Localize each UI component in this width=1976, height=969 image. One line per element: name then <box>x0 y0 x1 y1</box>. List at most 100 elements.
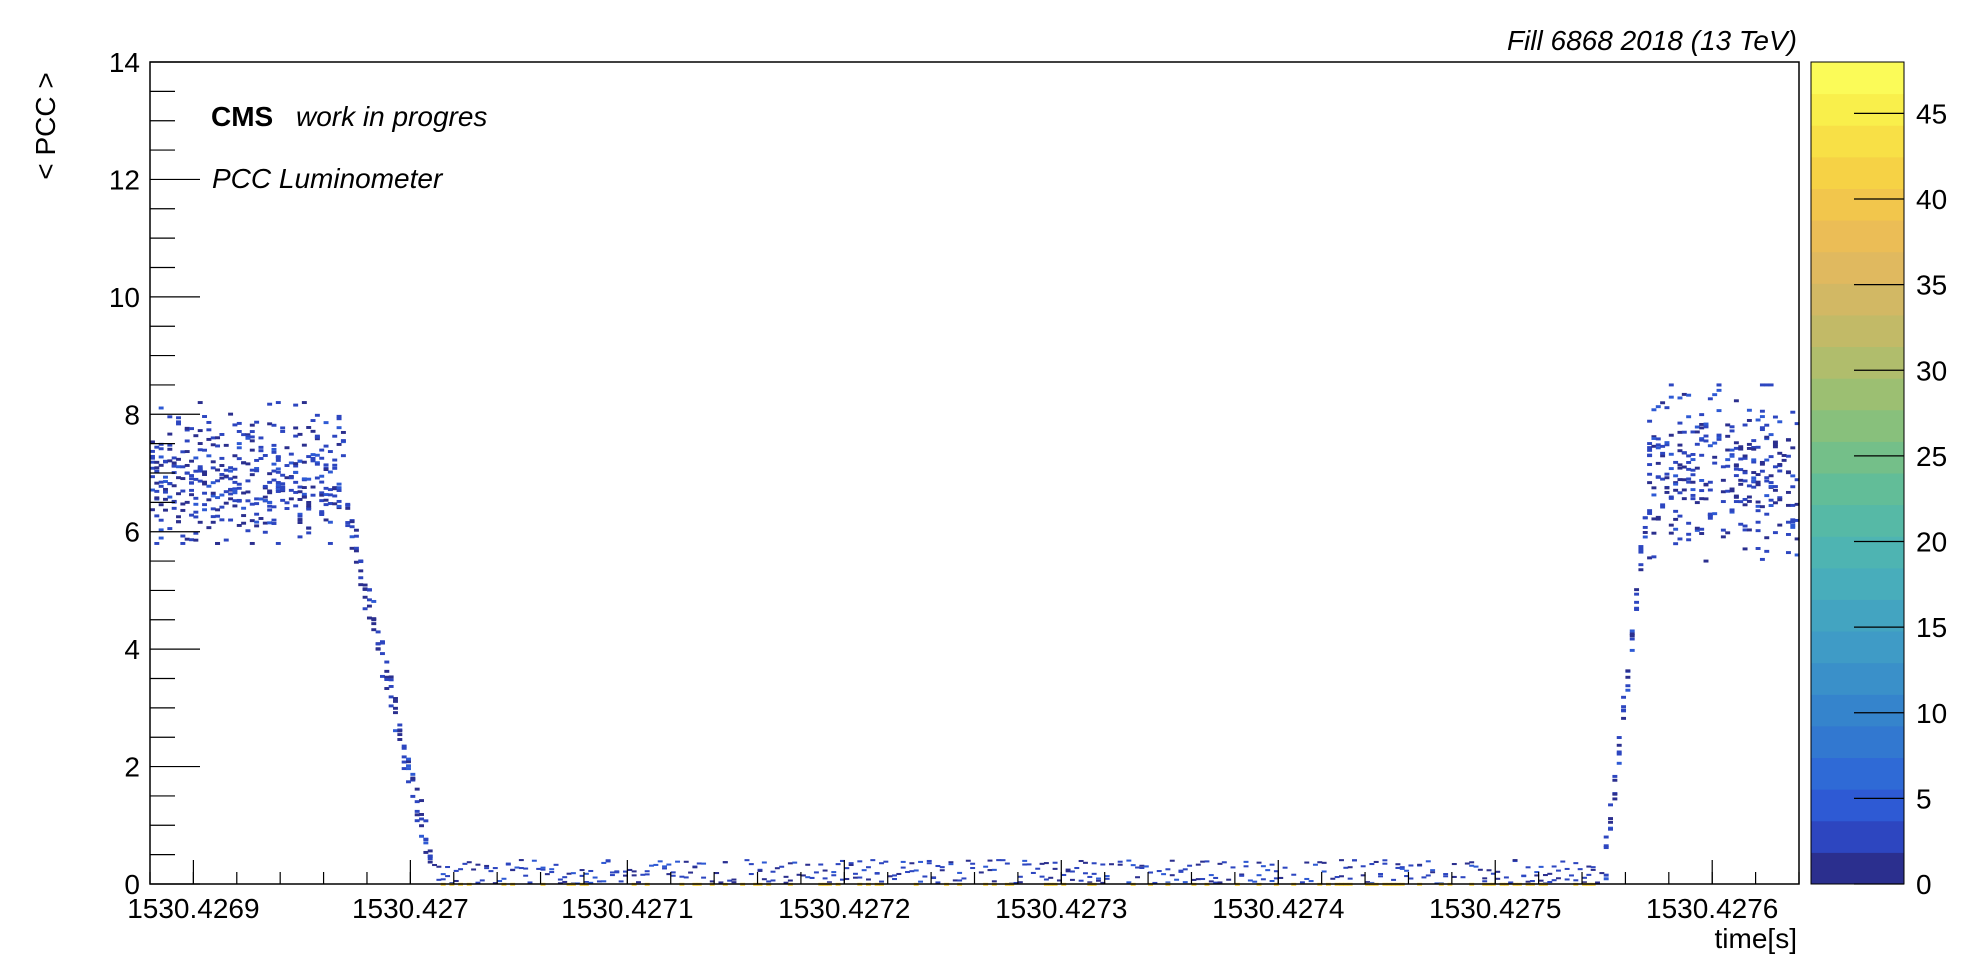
heatmap-cell <box>436 865 442 868</box>
heatmap-cell <box>297 518 303 521</box>
heatmap-cell <box>189 513 194 517</box>
heatmap-cell <box>1382 862 1388 865</box>
heatmap-cell <box>1716 388 1722 392</box>
heatmap-cell <box>1069 870 1075 873</box>
heatmap-cell <box>562 876 568 879</box>
heatmap-cell <box>275 481 281 484</box>
heatmap-cell <box>158 463 164 467</box>
heatmap-cell <box>1317 861 1323 864</box>
heatmap-cell <box>176 520 181 524</box>
heatmap-cell <box>184 450 190 454</box>
heatmap-cell <box>1790 520 1796 524</box>
heatmap-cell <box>1699 437 1705 441</box>
heatmap-cell <box>332 434 338 438</box>
heatmap-cell <box>453 869 459 872</box>
heatmap-cell <box>232 499 238 503</box>
heatmap-cell <box>1651 437 1657 440</box>
heatmap-cell <box>228 412 234 416</box>
heatmap-cell <box>1738 457 1744 461</box>
heatmap-cell <box>1612 778 1618 782</box>
heatmap-cell <box>288 461 294 465</box>
heatmap-cell <box>310 453 316 457</box>
heatmap-cell <box>1347 877 1353 880</box>
heatmap-cell <box>1768 484 1774 488</box>
heatmap-cell <box>1759 409 1765 413</box>
heatmap-cell <box>184 428 190 432</box>
heatmap-cell <box>1729 487 1735 491</box>
heatmap-cell <box>1451 875 1457 878</box>
heatmap-cell <box>254 458 260 462</box>
heatmap-cell <box>232 491 238 495</box>
heatmap-cell <box>1751 460 1757 464</box>
heatmap-cell <box>180 534 186 538</box>
heatmap-cell <box>158 528 164 532</box>
heatmap-cell <box>323 518 329 522</box>
heatmap-cell <box>336 442 342 446</box>
heatmap-cell <box>202 415 208 418</box>
heatmap-cell <box>1339 859 1344 862</box>
heatmap-cell <box>306 507 312 511</box>
heatmap-cell <box>1104 875 1110 878</box>
heatmap-cell <box>158 503 164 507</box>
heatmap-cell <box>171 464 177 468</box>
heatmap-cell <box>249 473 255 477</box>
heatmap-cell <box>249 435 255 439</box>
heatmap-cell <box>874 872 880 875</box>
heatmap-cell <box>1629 648 1635 652</box>
heatmap-cell <box>1681 478 1687 482</box>
heatmap-cell <box>406 764 411 768</box>
heatmap-cell <box>271 522 277 525</box>
colorbar-band <box>1811 409 1904 442</box>
heatmap-cell <box>163 490 168 494</box>
heatmap-cell <box>1638 550 1644 554</box>
heatmap-cell <box>1642 525 1648 529</box>
heatmap-cell <box>271 462 277 466</box>
heatmap-cell <box>627 868 633 871</box>
heatmap-cell <box>957 879 963 882</box>
heatmap-cell <box>952 879 958 882</box>
heatmap-cell <box>1378 872 1384 876</box>
heatmap-cell <box>284 507 290 510</box>
heatmap-cell <box>1538 879 1544 882</box>
heatmap-cell <box>1087 881 1093 884</box>
heatmap-cell <box>1078 879 1084 882</box>
heatmap-cell <box>1738 500 1744 504</box>
heatmap-cell <box>1751 476 1757 480</box>
heatmap-cell <box>232 504 238 508</box>
heatmap-cell <box>1577 868 1583 871</box>
heatmap-cell <box>1768 504 1774 507</box>
heatmap-cell <box>293 403 299 407</box>
heatmap-cell <box>1677 463 1683 467</box>
heatmap-cell <box>714 872 720 875</box>
heatmap-cell <box>349 520 355 524</box>
heatmap-cell <box>1638 547 1644 551</box>
heatmap-cell <box>1299 881 1305 884</box>
heatmap-cell <box>688 871 694 874</box>
heatmap-cell <box>1716 433 1722 437</box>
heatmap-cell <box>310 419 316 422</box>
heatmap-cell <box>1729 489 1735 493</box>
heatmap-cell <box>258 445 264 449</box>
heatmap-cell <box>275 483 281 487</box>
heatmap-cell <box>1716 383 1722 387</box>
heatmap-cell <box>1213 881 1219 884</box>
heatmap-cell <box>158 484 164 488</box>
heatmap-cell <box>1755 529 1761 533</box>
heatmap-cell <box>163 487 168 491</box>
heatmap-cell <box>787 879 793 882</box>
heatmap-cell <box>1152 881 1158 884</box>
heatmap-cell <box>1647 472 1653 476</box>
heatmap-cell <box>757 868 763 871</box>
heatmap-cell <box>1707 488 1713 492</box>
heatmap-cell <box>223 501 229 505</box>
heatmap-cell <box>288 452 294 456</box>
heatmap-cell <box>1647 509 1653 513</box>
heatmap-cell <box>384 669 390 673</box>
heatmap-cell <box>1408 877 1414 880</box>
heatmap-cell <box>197 448 203 452</box>
heatmap-cell <box>1764 435 1770 439</box>
heatmap-cell <box>1243 865 1249 868</box>
heatmap-cell <box>1703 482 1709 486</box>
heatmap-cell <box>419 817 424 821</box>
heatmap-cell <box>1699 497 1705 501</box>
